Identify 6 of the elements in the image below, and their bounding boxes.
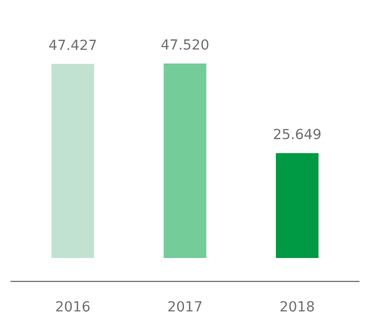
x-tick-label: 2018 bbox=[280, 301, 314, 312]
x-tick-label: 2017 bbox=[168, 301, 202, 312]
x-tick-label: 2016 bbox=[56, 301, 90, 312]
data-label: 47.427 bbox=[49, 40, 96, 50]
data-label: 25.649 bbox=[274, 128, 321, 140]
data-label: 47.520 bbox=[161, 39, 208, 50]
